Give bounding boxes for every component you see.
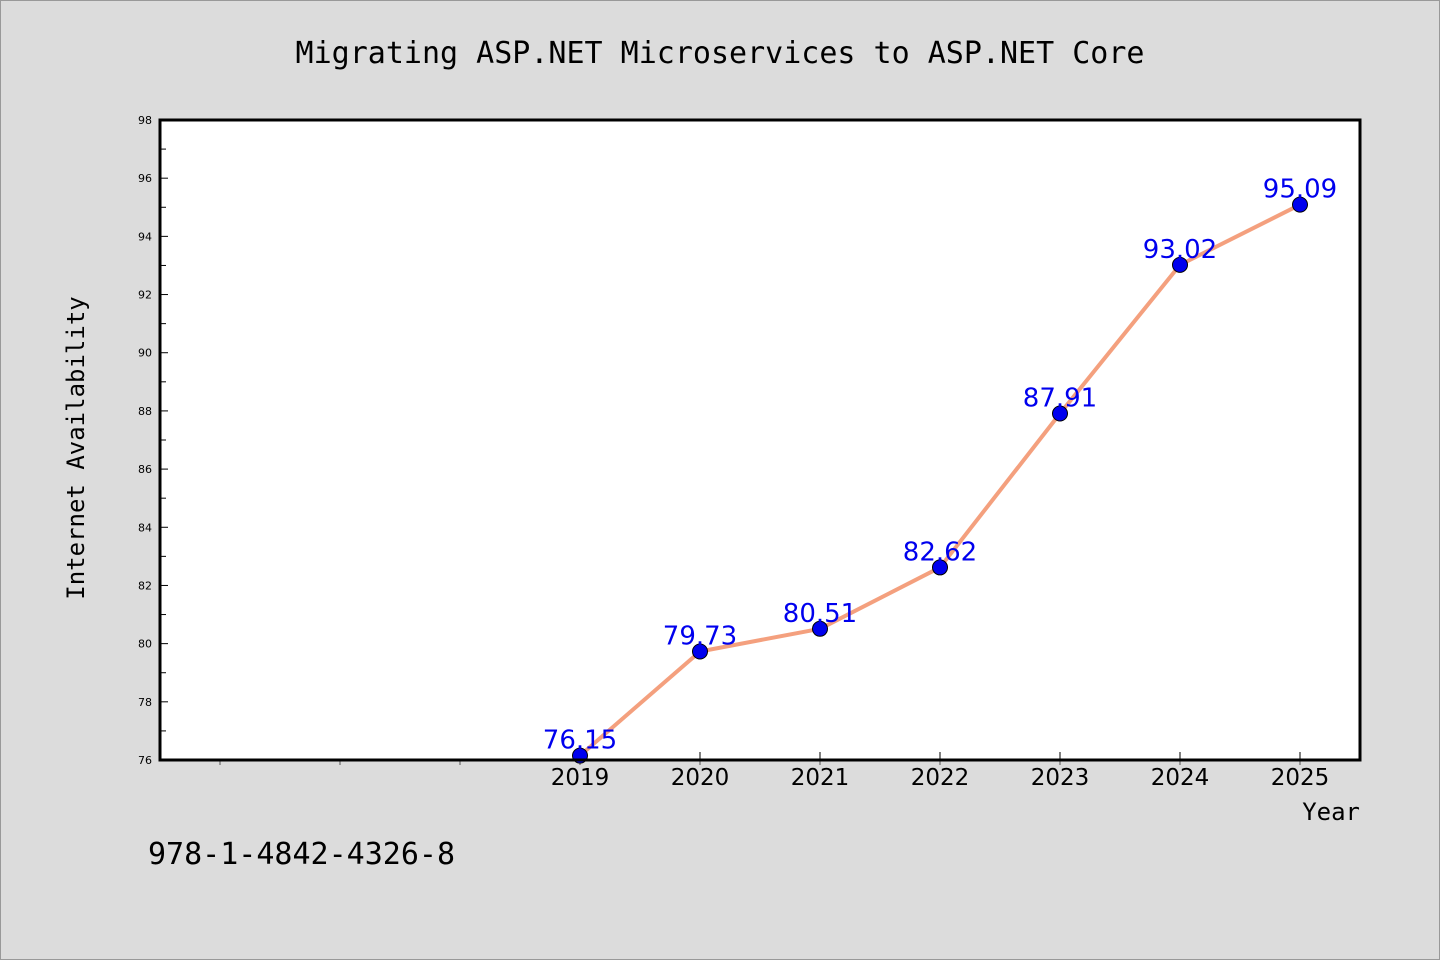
y-tick-label: 92: [138, 289, 152, 302]
data-label: 87.91: [1023, 384, 1097, 414]
data-point: [1172, 256, 1188, 273]
data-point: [812, 620, 828, 637]
data-label: 76.15: [543, 726, 617, 756]
data-point: [932, 559, 948, 576]
plot-area: [160, 120, 1360, 760]
isbn-footer: 978-1-4842-4326-8: [148, 837, 455, 872]
y-axis-label: Internet Availability: [62, 296, 90, 599]
data-label: 95.09: [1263, 175, 1337, 205]
data-point: [1292, 196, 1308, 213]
x-tick-label: 2024: [1151, 765, 1210, 791]
x-tick-label: 2022: [911, 765, 970, 791]
plot-frame: [158, 118, 1362, 762]
y-tick-label: 90: [138, 347, 152, 360]
chart-title: Migrating ASP.NET Microservices to ASP.N…: [296, 36, 1145, 71]
data-label: 93.02: [1143, 235, 1217, 265]
y-tick-label: 84: [138, 521, 152, 534]
y-tick-label: 78: [138, 696, 152, 709]
data-labels-group: 76.15 79.73 80.51 82.62 87.91 93.02 95.09: [543, 175, 1337, 756]
data-label: 79.73: [663, 621, 737, 651]
x-tick-label: 2021: [791, 765, 850, 791]
data-point: [1052, 405, 1068, 422]
y-tick-label: 98: [138, 114, 152, 127]
x-tick-label: 2023: [1031, 765, 1090, 791]
x-tick-label: 2025: [1271, 765, 1330, 791]
x-axis-ticks: 2019 2020 2021 2022 2023 2024 2025: [219, 752, 1330, 791]
y-tick-label: 94: [138, 230, 152, 243]
y-tick-label: 96: [138, 172, 152, 185]
y-tick-label: 82: [138, 579, 152, 592]
y-tick-label: 88: [138, 405, 152, 418]
y-tick-label: 76: [138, 754, 152, 767]
y-tick-label: 86: [138, 463, 152, 476]
y-tick-label: 80: [138, 638, 152, 651]
x-tick-label: 2020: [671, 765, 730, 791]
x-axis-label: Year: [1302, 798, 1360, 826]
data-label: 80.51: [783, 599, 857, 629]
data-point: [692, 643, 708, 660]
x-tick-label: 2019: [551, 765, 610, 791]
data-label: 82.62: [903, 537, 977, 567]
